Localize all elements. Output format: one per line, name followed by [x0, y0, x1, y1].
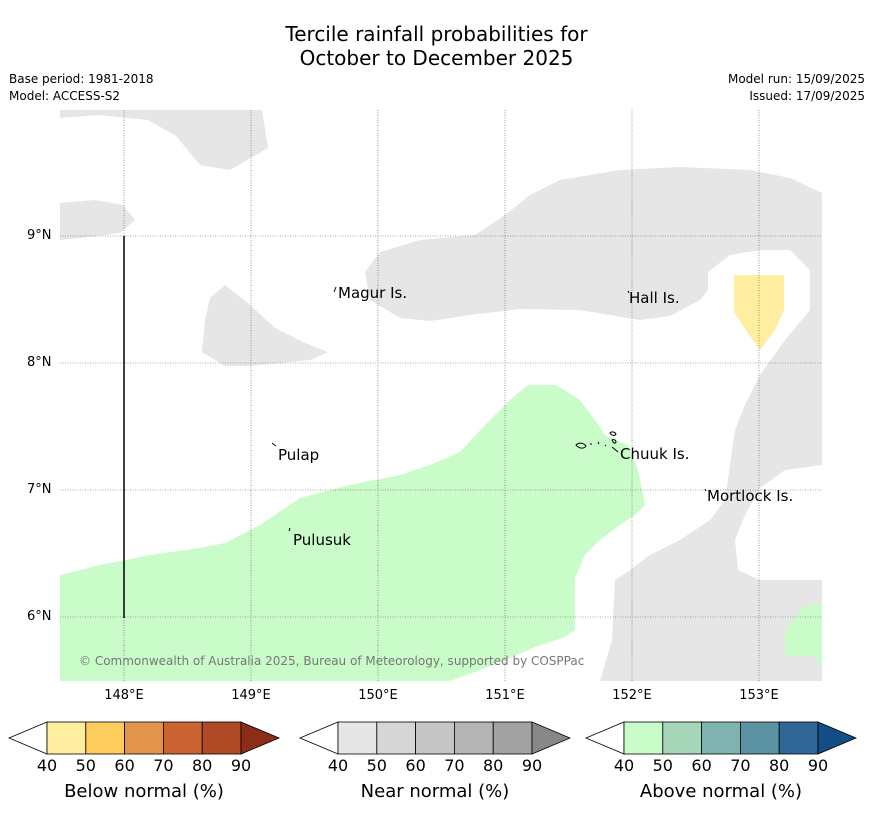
above-normal-region-small: [785, 605, 822, 665]
near-normal-region-left: [60, 200, 135, 240]
colorbar-near-tick: 40: [327, 756, 349, 775]
colorbar-near-segment: [337, 721, 378, 755]
colorbar-below-tick: 90: [230, 756, 252, 775]
base-period: Base period: 1981-2018: [9, 72, 154, 86]
place-pulusuk: Pulusuk: [293, 531, 351, 549]
y-label-9n: 9°N: [27, 228, 52, 243]
colorbar-near-lower-extend: [298, 721, 339, 755]
colorbar-above-segment: [740, 721, 780, 755]
colorbar-below-segment: [46, 721, 87, 755]
colorbar-above-tick: 80: [769, 756, 790, 775]
chuuk-lagoon-marker: [575, 431, 619, 453]
copyright-notice: © Commonwealth of Australia 2025, Bureau…: [79, 654, 585, 668]
colorbar-above-tick: 60: [691, 756, 712, 775]
place-pulap: Pulap: [278, 446, 320, 464]
x-label-151e: 151°E: [485, 688, 525, 703]
place-chuuk-is: Chuuk Is.: [620, 445, 690, 463]
title-line-2: October to December 2025: [299, 46, 574, 70]
colorbar-below-tick: 80: [192, 756, 213, 775]
place-hall-is: Hall Is.: [629, 289, 680, 307]
colorbar-near-upper-extend: [531, 721, 572, 755]
colorbar-above-tick: 50: [652, 756, 673, 775]
title-line-1: Tercile rainfall probabilities for: [285, 22, 588, 46]
colorbar-near-tick: 70: [444, 756, 465, 775]
near-normal-region-top-left: [60, 110, 268, 170]
colorbar-below-segment: [124, 721, 164, 755]
pulusuk-island-marker: [288, 527, 291, 532]
pulap-island-marker: [271, 442, 277, 447]
colorbar-label-above: Above normal (%): [639, 781, 803, 802]
colorbar-below-upper-extend: [240, 721, 281, 755]
hall-island-marker: [627, 290, 630, 294]
y-label-6n: 6°N: [27, 609, 52, 624]
model-run-date: Model run: 15/09/2025: [727, 72, 865, 86]
colorbar-below-tick: 60: [114, 756, 135, 775]
place-magur-is: Magur Is.: [338, 284, 408, 302]
colorbar-above-upper-extend: [817, 721, 858, 755]
colorbar-above-tick: 40: [613, 756, 635, 775]
colorbar-below-tick: 50: [75, 756, 96, 775]
x-label-149e: 149°E: [231, 688, 271, 703]
colorbars: [7, 721, 858, 755]
meta-right: Model run: 15/09/2025 Issued: 17/09/2025: [728, 71, 865, 105]
colorbar-label-near: Near normal (%): [360, 781, 510, 802]
colorbar-near-segment: [453, 721, 494, 755]
colorbar-near-tick: 90: [521, 756, 543, 775]
x-label-153e: 153°E: [739, 688, 779, 703]
colorbar-above-segment: [662, 721, 702, 755]
colorbar-below-segment: [162, 721, 203, 755]
colorbar-near-segment: [492, 721, 533, 755]
meta-left: Base period: 1981-2018 Model: ACCESS-S2: [9, 71, 154, 105]
y-label-8n: 8°N: [27, 355, 52, 370]
model-name: Model: ACCESS-S2: [9, 89, 121, 103]
y-label-7n: 7°N: [27, 482, 52, 497]
near-normal-region-right: [365, 167, 822, 681]
above-normal-region: [60, 385, 645, 681]
colorbar-label-below: Below normal (%): [64, 781, 224, 802]
colorbar-above-lower-extend: [584, 721, 625, 755]
place-mortlock-is: Mortlock Is.: [707, 487, 794, 505]
chart-title: Tercile rainfall probabilities for Octob…: [0, 22, 873, 70]
colorbar-near-segment: [415, 721, 455, 755]
colorbar-below-tick: 70: [153, 756, 174, 775]
x-label-150e: 150°E: [358, 688, 398, 703]
issued-date: Issued: 17/09/2025: [749, 89, 865, 103]
colorbar-above-segment: [701, 721, 741, 755]
colorbar-below-tick: 40: [36, 756, 58, 775]
colorbar-near-tick: 80: [483, 756, 504, 775]
colorbar-above-segment: [778, 721, 819, 755]
colorbar-above-tick: 70: [730, 756, 751, 775]
colorbar-above-segment: [623, 721, 664, 755]
x-label-148e: 148°E: [104, 688, 144, 703]
colorbar-below-segment: [85, 721, 126, 755]
near-normal-region-center-left: [202, 285, 328, 366]
island-markers: [271, 286, 707, 532]
colorbar-below-segment: [201, 721, 242, 755]
mortlock-island-marker: [704, 488, 707, 492]
colorbar-near-tick: 60: [405, 756, 426, 775]
x-label-152e: 152°E: [612, 688, 652, 703]
magur-island-marker: [333, 286, 337, 293]
colorbar-near-segment: [376, 721, 416, 755]
probability-regions: [60, 110, 822, 681]
colorbar-below-lower-extend: [7, 721, 48, 755]
colorbar-above-tick: 90: [807, 756, 829, 775]
colorbar-near-tick: 50: [366, 756, 387, 775]
